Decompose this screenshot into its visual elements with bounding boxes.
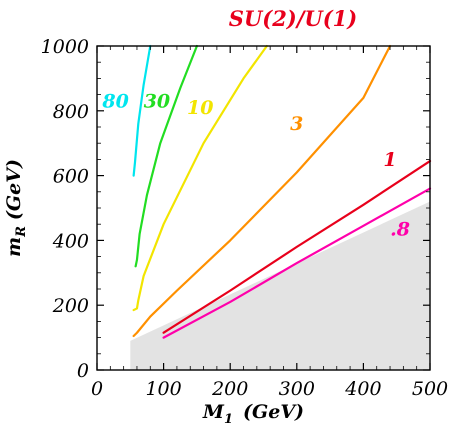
x-axis-label-main: M xyxy=(202,401,225,423)
y-tick-label: 600 xyxy=(53,166,89,188)
series-line-p8 xyxy=(162,187,432,339)
contour-label-80: 80 xyxy=(101,91,128,113)
y-axis-label: mR (GeV) xyxy=(3,159,29,257)
contour-label-30: 30 xyxy=(144,91,170,113)
series-line-80 xyxy=(132,44,152,177)
series-line-3 xyxy=(132,44,392,338)
contour-label-layer: 80 30 10 3 1 .8 xyxy=(101,91,410,241)
y-tick-label: 800 xyxy=(53,101,89,123)
x-tick-label: 200 xyxy=(211,378,248,400)
contour-label-10: 10 xyxy=(187,97,213,119)
contour-label-p8: .8 xyxy=(390,219,410,241)
x-axis-label: M1 (GeV) xyxy=(202,401,304,427)
y-tick-label: 0 xyxy=(77,360,89,382)
ticks-layer: 0 100 200 300 400 500 0 200 400 600 800 1000 xyxy=(41,36,448,400)
x-tick-label: 100 xyxy=(145,378,181,400)
x-axis-label-subscript: 1 xyxy=(224,412,233,427)
excluded-region xyxy=(130,201,431,370)
y-tick-label: 1000 xyxy=(41,36,89,58)
y-axis-label-subscript: R xyxy=(14,226,29,238)
x-tick-label: 400 xyxy=(344,378,381,400)
x-tick-label: 0 xyxy=(91,378,103,400)
series-line-10 xyxy=(132,44,268,312)
contour-label-3: 3 xyxy=(290,113,303,135)
y-tick-label: 200 xyxy=(52,295,89,317)
series-line-1 xyxy=(162,159,432,334)
series-line-30 xyxy=(134,44,198,268)
x-tick-label: 500 xyxy=(412,378,448,400)
series-layer xyxy=(132,44,432,339)
y-axis-label-unit: (GeV) xyxy=(3,159,25,220)
y-axis-label-main: m xyxy=(3,237,25,257)
contour-label-1: 1 xyxy=(383,149,396,171)
chart-title: SU(2)/U(1) xyxy=(229,6,357,31)
y-tick-label: 400 xyxy=(52,230,89,252)
x-tick-label: 300 xyxy=(279,378,315,400)
excluded-region-layer xyxy=(130,201,431,370)
x-axis-label-unit: (GeV) xyxy=(243,401,304,423)
